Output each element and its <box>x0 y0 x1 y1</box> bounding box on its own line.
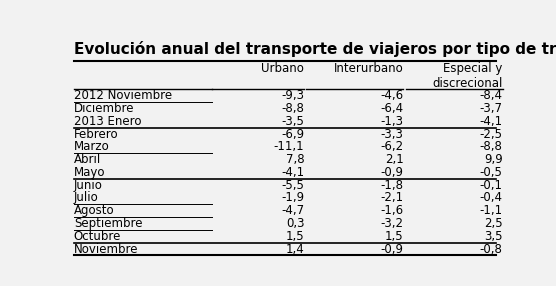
Text: -0,9: -0,9 <box>380 243 404 255</box>
Text: 1,5: 1,5 <box>385 230 404 243</box>
Text: 3,5: 3,5 <box>484 230 503 243</box>
Text: 1,5: 1,5 <box>286 230 304 243</box>
Text: -0,8: -0,8 <box>480 243 503 255</box>
Text: -0,1: -0,1 <box>480 179 503 192</box>
Text: Julio: Julio <box>74 191 98 204</box>
Text: 1,4: 1,4 <box>286 243 304 255</box>
Text: -2,1: -2,1 <box>380 191 404 204</box>
Text: -1,9: -1,9 <box>281 191 304 204</box>
Text: 2013 Enero: 2013 Enero <box>74 115 141 128</box>
Text: Octubre: Octubre <box>74 230 121 243</box>
Text: 2,5: 2,5 <box>484 217 503 230</box>
Text: 0,3: 0,3 <box>286 217 304 230</box>
Text: -8,4: -8,4 <box>480 89 503 102</box>
Text: 2012 Noviembre: 2012 Noviembre <box>74 89 172 102</box>
Text: -11,1: -11,1 <box>274 140 304 153</box>
Text: Marzo: Marzo <box>74 140 110 153</box>
Text: -0,9: -0,9 <box>380 166 404 179</box>
Text: Abril: Abril <box>74 153 101 166</box>
Text: Mayo: Mayo <box>74 166 105 179</box>
Text: 7,8: 7,8 <box>286 153 304 166</box>
Text: -4,1: -4,1 <box>479 115 503 128</box>
Text: -6,4: -6,4 <box>380 102 404 115</box>
Text: -4,7: -4,7 <box>281 204 304 217</box>
Text: -3,3: -3,3 <box>380 128 404 141</box>
Text: -3,5: -3,5 <box>281 115 304 128</box>
Text: Evolución anual del transporte de viajeros por tipo de transporte: Evolución anual del transporte de viajer… <box>74 41 556 57</box>
Text: -9,3: -9,3 <box>281 89 304 102</box>
Text: 2,1: 2,1 <box>385 153 404 166</box>
Text: Junio: Junio <box>74 179 103 192</box>
Text: -6,9: -6,9 <box>281 128 304 141</box>
Text: Interurbano: Interurbano <box>334 62 404 75</box>
Text: -1,8: -1,8 <box>380 179 404 192</box>
Text: -6,2: -6,2 <box>380 140 404 153</box>
Text: -2,5: -2,5 <box>480 128 503 141</box>
Text: -5,5: -5,5 <box>281 179 304 192</box>
Text: -1,3: -1,3 <box>380 115 404 128</box>
Text: Agosto: Agosto <box>74 204 115 217</box>
Text: -8,8: -8,8 <box>480 140 503 153</box>
Text: Noviembre: Noviembre <box>74 243 138 255</box>
Text: 9,9: 9,9 <box>484 153 503 166</box>
Text: Febrero: Febrero <box>74 128 118 141</box>
Text: Especial y
discrecional: Especial y discrecional <box>432 62 503 90</box>
Text: -4,6: -4,6 <box>380 89 404 102</box>
Text: -1,6: -1,6 <box>380 204 404 217</box>
Text: -0,4: -0,4 <box>480 191 503 204</box>
Text: -0,5: -0,5 <box>480 166 503 179</box>
Text: Septiembre: Septiembre <box>74 217 142 230</box>
Text: Diciembre: Diciembre <box>74 102 135 115</box>
Text: -3,2: -3,2 <box>380 217 404 230</box>
Text: -8,8: -8,8 <box>281 102 304 115</box>
Text: -3,7: -3,7 <box>480 102 503 115</box>
Text: -1,1: -1,1 <box>479 204 503 217</box>
Text: Urbano: Urbano <box>261 62 304 75</box>
Text: -4,1: -4,1 <box>281 166 304 179</box>
